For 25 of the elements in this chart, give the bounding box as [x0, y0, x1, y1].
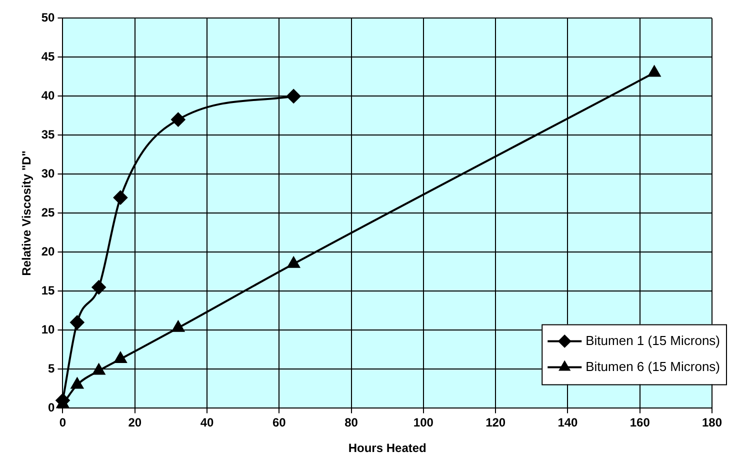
- y-tick-label: 0: [48, 400, 56, 415]
- x-tick-label: 120: [486, 416, 506, 430]
- y-tick-label: 20: [41, 244, 56, 259]
- x-tick-label: 100: [413, 416, 434, 430]
- x-tick-label: 40: [200, 416, 214, 430]
- y-tick-label: 25: [41, 206, 56, 220]
- y-tick-label: 45: [41, 50, 56, 64]
- x-tick-label: 80: [344, 416, 358, 430]
- y-tick-label: 15: [41, 284, 56, 298]
- y-tick-label: 5: [48, 362, 56, 376]
- y-tick-label: 10: [41, 322, 56, 337]
- x-tick-label: 180: [702, 416, 722, 430]
- y-axis-title: Relative Viscosity "D": [20, 150, 34, 276]
- x-tick-label: 140: [558, 416, 578, 430]
- y-tick-label: 30: [41, 166, 56, 181]
- y-tick-label: 50: [41, 10, 56, 25]
- y-tick-label: 35: [41, 128, 56, 142]
- legend-label: Bitumen 1 (15 Microns): [586, 332, 720, 348]
- x-tick-label: 0: [59, 416, 66, 430]
- x-tick-label: 60: [272, 416, 286, 430]
- legend-label: Bitumen 6 (15 Microns): [586, 358, 720, 374]
- x-tick-label: 160: [630, 416, 650, 430]
- y-tick-label: 40: [41, 88, 56, 103]
- x-axis-title: Hours Heated: [348, 441, 426, 456]
- x-tick-label: 20: [128, 416, 142, 430]
